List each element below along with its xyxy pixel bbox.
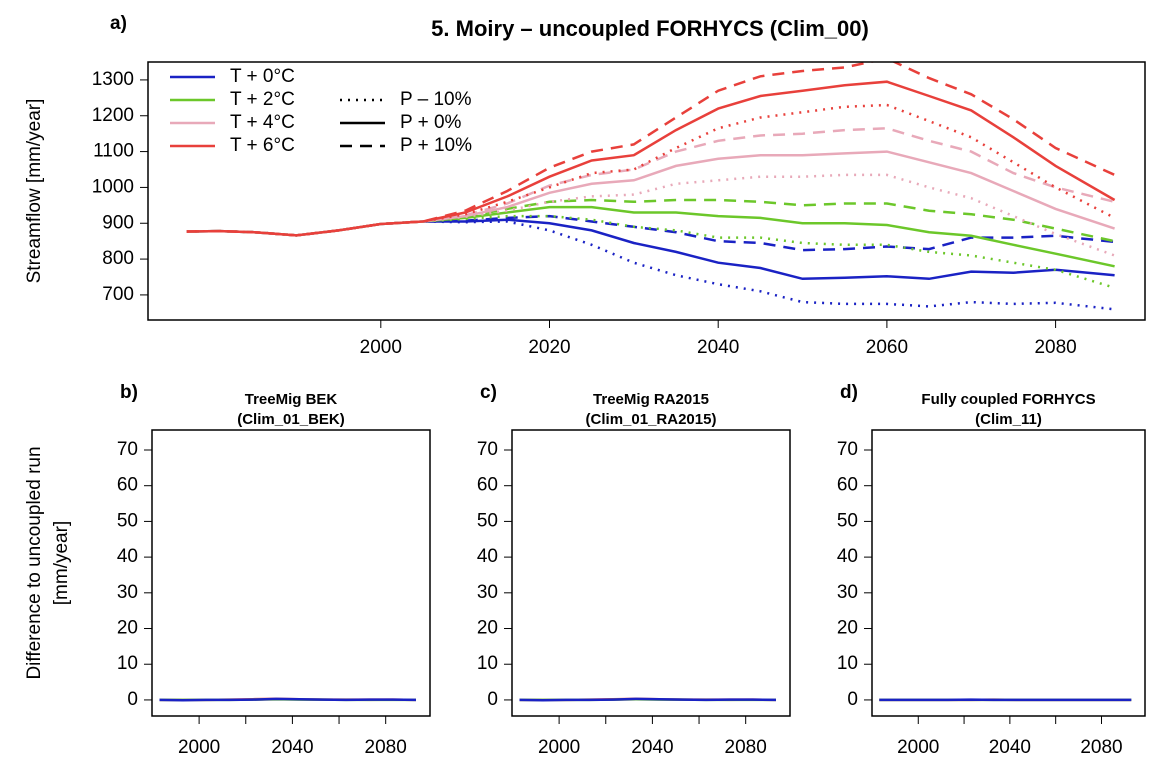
legend-label: P + 0% [400,112,462,133]
panel-title: Fully coupled FORHYCS [921,391,1095,408]
legend-label: P – 10% [400,89,472,110]
y-tick-label: 30 [477,582,498,603]
x-tick-label: 2080 [365,737,407,758]
x-tick-label: 2080 [1034,337,1076,358]
y-tick-label: 700 [102,284,134,305]
x-tick-label: 2040 [271,737,313,758]
x-tick-label: 2080 [725,737,767,758]
legend-label: T + 6°C [230,135,295,156]
streamflow-line [186,214,1115,289]
plot-area [159,697,417,702]
y-tick-label: 20 [477,618,498,639]
panel-title: (Clim_01_BEK) [237,411,345,428]
streamflow-line [186,103,1116,237]
panel-label: c) [480,382,497,403]
plot-frame [511,429,791,717]
y-tick-label: 20 [837,618,858,639]
y-tick-label: 1200 [92,105,134,126]
x-tick-label: 2060 [866,337,908,358]
y-tick-label: 40 [117,546,138,567]
y-tick-label: 50 [117,510,138,531]
plot-area [519,697,777,702]
y-tick-label: 1000 [92,176,134,197]
y-tick-label: 60 [117,475,138,496]
plot-frame [151,429,431,717]
y-tick-label: 60 [837,475,858,496]
y-tick-label: 70 [837,439,858,460]
y-tick-label: 70 [117,439,138,460]
y-tick-label: 10 [837,653,858,674]
panel-title: (Clim_11) [975,411,1042,428]
y-axis-label: Difference to uncoupled run [24,446,45,679]
panel-label: d) [840,382,858,403]
x-tick-label: 2000 [178,737,220,758]
panel-title: (Clim_01_RA2015) [586,411,717,428]
panel-label: b) [120,382,138,403]
streamflow-line [186,150,1115,237]
chart-title: 5. Moiry – uncoupled FORHYCS (Clim_00) [431,16,869,41]
plot-frame [147,61,1146,321]
y-tick-label: 1100 [93,141,134,162]
y-tick-label: 30 [837,582,858,603]
legend-label: T + 2°C [230,89,295,110]
legend-label: T + 0°C [230,66,295,87]
legend-label: T + 4°C [230,112,295,133]
y-axis-label: [mm/year] [51,521,72,605]
y-axis-label: Streamflow [mm/year] [24,99,45,284]
x-tick-label: 2040 [989,737,1031,758]
y-tick-label: 800 [102,248,134,269]
x-tick-label: 2000 [897,737,939,758]
panel-title: TreeMig BEK [245,391,338,408]
panel-label: a) [110,13,127,34]
y-tick-label: 1300 [92,69,134,90]
x-tick-label: 2000 [538,737,580,758]
plot-area [186,62,1116,311]
y-tick-label: 0 [487,689,498,710]
panel-title: TreeMig RA2015 [593,391,709,408]
y-tick-label: 10 [477,653,498,674]
x-tick-label: 2000 [360,337,402,358]
y-tick-label: 40 [837,546,858,567]
plot-frame [871,429,1146,717]
x-tick-label: 2080 [1080,737,1122,758]
y-tick-label: 0 [847,689,858,710]
x-tick-label: 2040 [697,337,739,358]
x-tick-label: 2020 [528,337,570,358]
x-tick-label: 2040 [631,737,673,758]
streamflow-line [186,220,1115,311]
y-tick-label: 40 [477,546,498,567]
streamflow-line [186,80,1116,237]
y-tick-label: 50 [837,510,858,531]
streamflow-line [186,173,1116,257]
y-tick-label: 900 [102,212,134,233]
y-tick-label: 60 [477,475,498,496]
difference-line [519,697,777,702]
y-tick-label: 50 [477,510,498,531]
y-tick-label: 20 [117,618,138,639]
y-tick-label: 0 [127,689,138,710]
y-tick-label: 10 [117,653,138,674]
streamflow-line [186,198,1115,243]
y-tick-label: 70 [477,439,498,460]
streamflow-line [186,62,1116,237]
difference-line [159,697,417,702]
y-tick-label: 30 [117,582,138,603]
legend-label: P + 10% [400,135,472,156]
